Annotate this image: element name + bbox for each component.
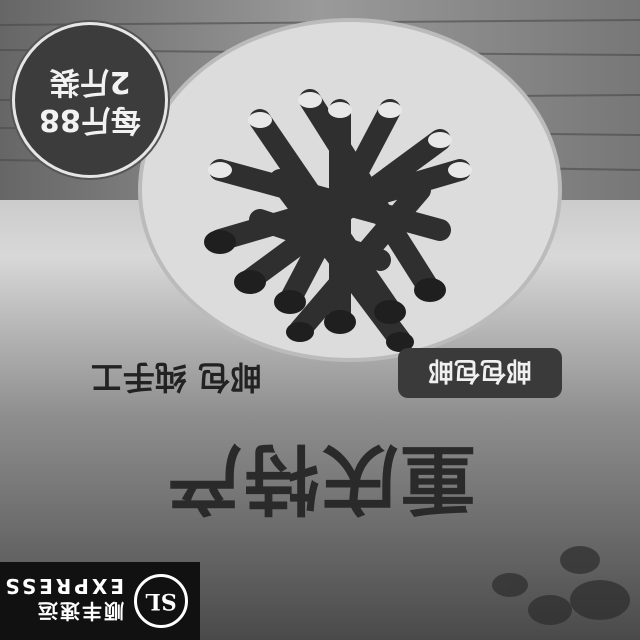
product-title: 重庆特产 xyxy=(164,434,476,523)
mushroom-pile xyxy=(204,89,472,352)
shipping-pill: 邮包包邮 xyxy=(398,348,562,398)
price-badge: 每斤88 2斤装 xyxy=(12,22,168,178)
express-logo: SL 顺丰速运 EXPRESS xyxy=(0,562,200,640)
plants-corner xyxy=(492,546,630,625)
logo-mark: SL xyxy=(134,574,188,628)
product-subtitle: 邮包 纯手工 xyxy=(90,358,262,396)
logo-text: 顺丰速运 EXPRESS xyxy=(2,575,124,628)
price-text: 每斤88 xyxy=(39,102,141,137)
logo-cn: 顺丰速运 xyxy=(36,599,124,624)
weight-text: 2斤装 xyxy=(49,64,131,99)
logo-en: EXPRESS xyxy=(2,574,124,599)
